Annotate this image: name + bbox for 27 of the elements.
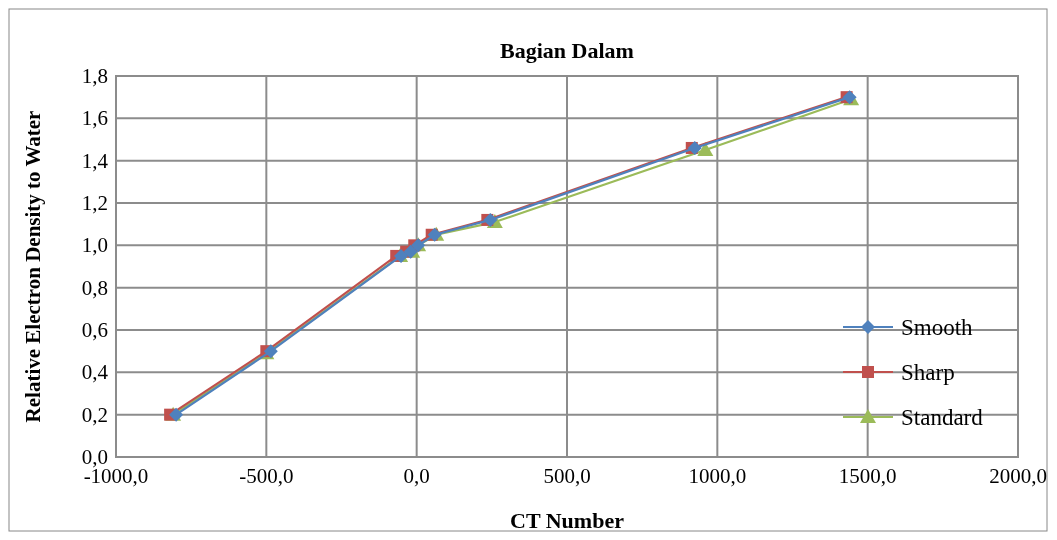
y-tick-label: 1,2 — [81, 191, 108, 215]
x-tick-label: -500,0 — [239, 464, 294, 488]
chart-title: Bagian Dalam — [500, 38, 634, 63]
x-tick-label: 2000,0 — [989, 464, 1047, 488]
y-tick-label: 1,4 — [81, 148, 109, 173]
y-tick-label: 0,2 — [81, 402, 108, 427]
y-tick-label: 0,0 — [81, 445, 108, 469]
y-tick-label: 0,6 — [81, 318, 108, 342]
legend-label: Sharp — [901, 360, 955, 385]
x-axis-title: CT Number — [510, 508, 625, 533]
point — [483, 212, 498, 227]
point — [169, 407, 184, 422]
x-tick-label: 1500,0 — [838, 464, 897, 488]
x-tick-label: 500,0 — [543, 464, 591, 488]
y-axis-title: Relative Electron Density to Water — [21, 110, 45, 423]
x-tick-label: 1000,0 — [688, 464, 747, 488]
y-tick-label: 1,6 — [81, 106, 108, 131]
x-tick-label: 0,0 — [403, 464, 430, 488]
y-tick-label: 0,8 — [81, 275, 108, 300]
point — [687, 140, 702, 155]
y-tick-label: 1,8 — [81, 64, 108, 88]
point — [697, 142, 714, 157]
legend-label: Standard — [901, 405, 984, 430]
y-tick-label: 0,4 — [81, 360, 109, 385]
y-tick-label: 1,0 — [81, 233, 108, 258]
point — [263, 344, 278, 359]
legend-label: Smooth — [901, 315, 974, 340]
